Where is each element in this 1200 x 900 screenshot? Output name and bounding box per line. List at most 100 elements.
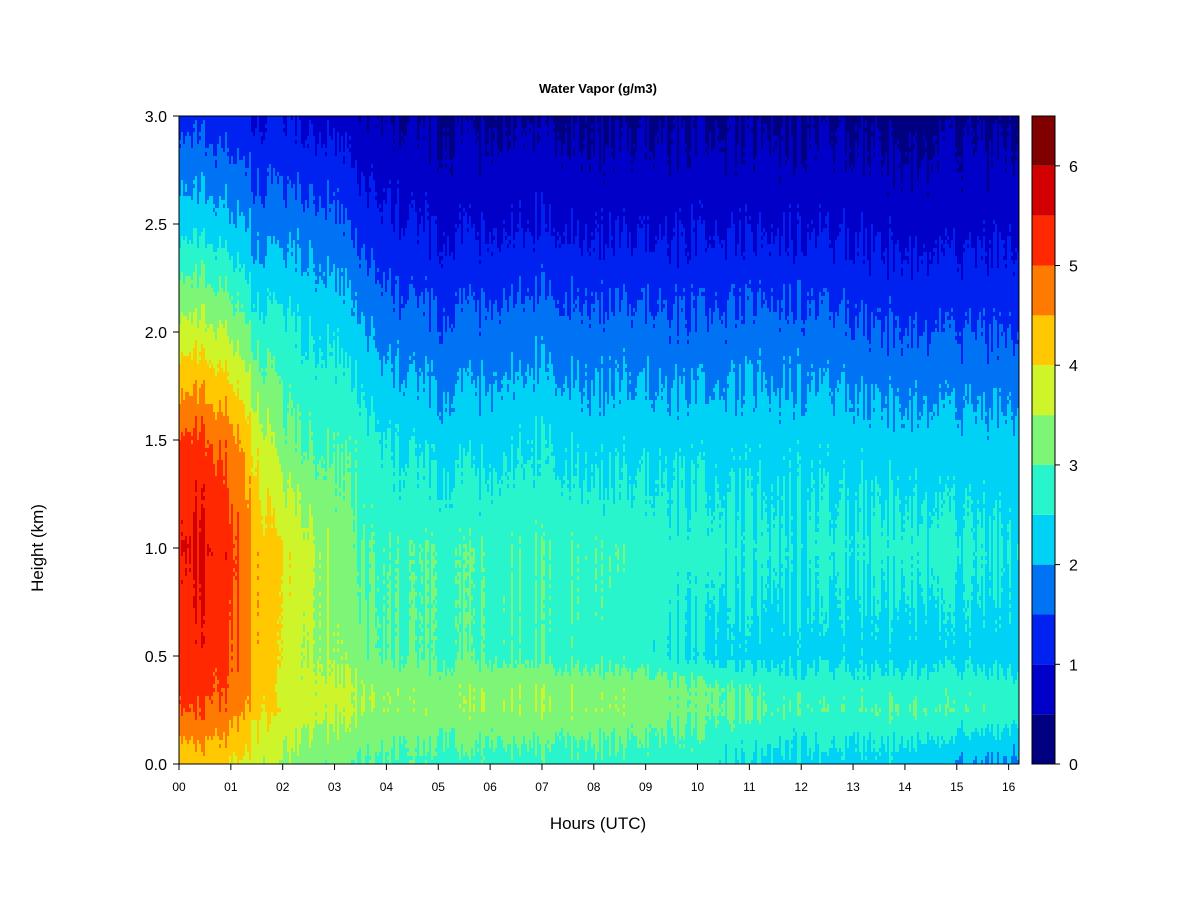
heatmap-cell — [451, 408, 454, 412]
heatmap-cell — [553, 236, 556, 300]
heatmap-cell — [745, 116, 748, 204]
heatmap-cell — [685, 636, 688, 660]
heatmap-cell — [661, 396, 664, 400]
heatmap-cell — [353, 248, 356, 308]
heatmap-cell — [307, 144, 310, 148]
heatmap-cell — [577, 360, 580, 444]
heatmap-cell — [563, 392, 566, 476]
heatmap-cell — [635, 476, 638, 480]
heatmap-cell — [457, 464, 460, 468]
heatmap-cell — [671, 132, 674, 140]
heatmap-cell — [231, 660, 234, 668]
heatmap-cell — [209, 404, 212, 444]
heatmap-cell — [187, 744, 190, 764]
heatmap-cell — [461, 468, 464, 472]
heatmap-cell — [287, 484, 290, 488]
heatmap-cell — [189, 568, 192, 572]
heatmap-cell — [305, 360, 308, 452]
heatmap-cell — [597, 116, 600, 124]
heatmap-cell — [309, 416, 312, 420]
heatmap-cell — [811, 224, 814, 232]
heatmap-cell — [451, 176, 454, 252]
heatmap-cell — [753, 324, 756, 396]
heatmap-cell — [471, 296, 474, 372]
heatmap-cell — [667, 644, 670, 648]
heatmap-cell — [661, 492, 664, 496]
heatmap-cell — [639, 460, 642, 464]
heatmap-cell — [745, 660, 748, 684]
heatmap-cell — [257, 556, 260, 564]
heatmap-cell — [395, 560, 398, 564]
heatmap-cell — [721, 512, 724, 516]
heatmap-cell — [463, 564, 466, 696]
heatmap-cell — [181, 352, 184, 388]
heatmap-cell — [343, 716, 346, 764]
heatmap-cell — [179, 700, 182, 704]
heatmap-cell — [385, 204, 388, 292]
heatmap-cell — [363, 244, 366, 316]
heatmap-cell — [679, 748, 682, 764]
heatmap-cell — [763, 600, 766, 604]
heatmap-cell — [721, 584, 724, 668]
heatmap-cell — [385, 124, 388, 204]
heatmap-cell — [301, 364, 304, 456]
heatmap-cell — [331, 724, 334, 764]
heatmap-cell — [483, 648, 486, 652]
heatmap-cell — [759, 116, 762, 212]
heatmap-cell — [723, 692, 726, 700]
heatmap-cell — [633, 500, 636, 672]
heatmap-cell — [689, 528, 692, 532]
heatmap-cell — [611, 248, 614, 312]
heatmap-cell — [201, 116, 204, 124]
heatmap-cell — [487, 736, 490, 764]
heatmap-cell — [663, 116, 666, 128]
heatmap-cell — [493, 376, 496, 384]
heatmap-cell — [245, 116, 248, 168]
heatmap-cell — [439, 168, 442, 252]
heatmap-cell — [743, 324, 746, 396]
heatmap-cell — [391, 124, 394, 224]
heatmap-cell — [447, 668, 450, 748]
heatmap-cell — [657, 304, 660, 312]
heatmap-cell — [415, 636, 418, 640]
heatmap-cell — [679, 376, 682, 448]
heatmap-cell — [653, 168, 656, 252]
heatmap-cell — [763, 232, 766, 236]
heatmap-cell — [273, 716, 276, 764]
heatmap-cell — [269, 352, 272, 424]
heatmap-cell — [189, 432, 192, 536]
heatmap-cell — [251, 256, 254, 312]
heatmap-cell — [701, 740, 704, 764]
heatmap-cell — [487, 312, 490, 392]
heatmap-cell — [483, 592, 486, 608]
heatmap-cell — [523, 144, 526, 148]
heatmap-cell — [747, 288, 750, 296]
heatmap-cell — [705, 240, 708, 248]
heatmap-cell — [705, 492, 708, 504]
heatmap-cell — [729, 476, 732, 492]
heatmap-cell — [585, 224, 588, 288]
heatmap-cell — [743, 152, 746, 156]
heatmap-cell — [647, 216, 650, 220]
heatmap-cell — [625, 364, 628, 368]
heatmap-cell — [517, 460, 520, 464]
heatmap-cell — [181, 180, 184, 236]
heatmap-cell — [387, 644, 390, 648]
heatmap-cell — [693, 120, 696, 128]
heatmap-cell — [551, 364, 554, 444]
heatmap-cell — [781, 568, 784, 572]
heatmap-cell — [713, 604, 716, 668]
heatmap-cell — [695, 712, 698, 764]
heatmap-cell — [201, 232, 204, 260]
heatmap-cell — [729, 372, 732, 472]
heatmap-cell — [403, 488, 406, 668]
heatmap-cell — [485, 156, 488, 244]
heatmap-cell — [685, 256, 688, 320]
heatmap-cell — [773, 508, 776, 512]
heatmap-cell — [361, 392, 364, 540]
heatmap-cell — [319, 576, 322, 580]
heatmap-cell — [473, 700, 476, 704]
heatmap-cell — [515, 116, 518, 128]
heatmap-cell — [789, 472, 792, 636]
heatmap-cell — [523, 248, 526, 304]
